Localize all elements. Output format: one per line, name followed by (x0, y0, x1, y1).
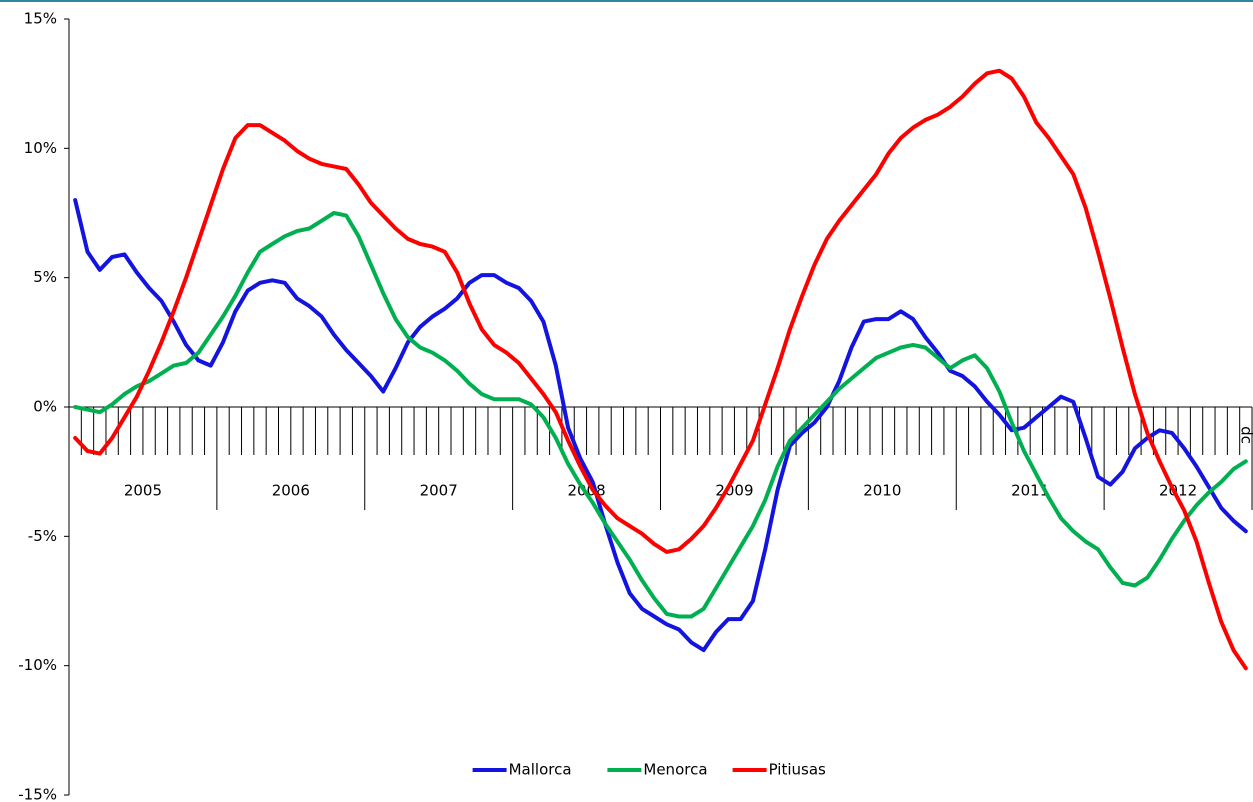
y-tick-label: 15% (24, 10, 57, 28)
y-tick-label: 5% (33, 268, 57, 286)
year-label: 2005 (124, 482, 162, 500)
y-tick-label: 10% (24, 139, 57, 157)
year-label: 2006 (272, 482, 310, 500)
series-line (73, 68, 1248, 671)
year-label: 2012 (1159, 482, 1197, 500)
year-label: 2007 (420, 482, 458, 500)
year-label: 2011 (1011, 482, 1049, 500)
y-tick-label: 0% (33, 398, 57, 416)
y-tick-label: -10% (18, 656, 57, 674)
series-line (73, 211, 1248, 619)
legend-label: Pitiusas (769, 761, 826, 779)
legend-label: Menorca (643, 761, 707, 779)
series-line (73, 198, 1248, 653)
x-tick-label: dc (1237, 426, 1253, 444)
legend-label: Mallorca (509, 761, 572, 779)
year-label: 2010 (863, 482, 901, 500)
y-tick-label: -5% (28, 527, 57, 545)
y-tick-label: -15% (18, 786, 57, 802)
top-border (0, 0, 1253, 2)
